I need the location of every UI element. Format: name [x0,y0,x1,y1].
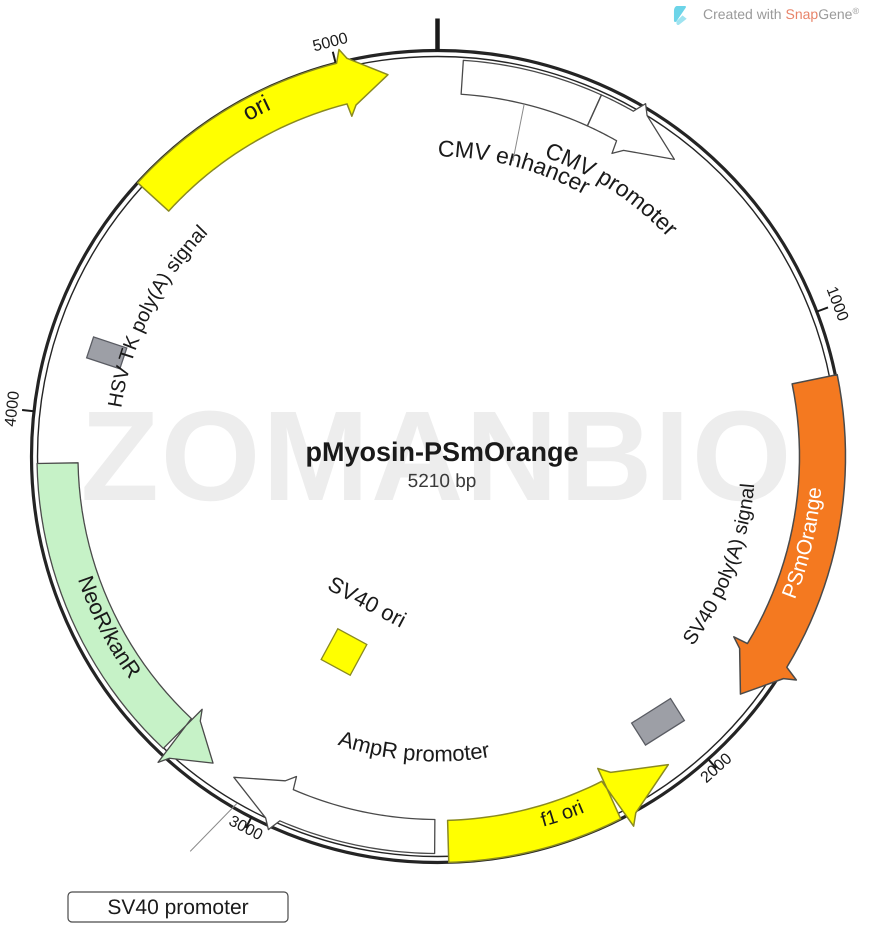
svg-text:SV40 promoter: SV40 promoter [107,896,248,919]
svg-text:Created with SnapGene®: Created with SnapGene® [703,6,859,22]
svg-text:SV40 ori: SV40 ori [324,571,410,632]
svg-text:5210 bp: 5210 bp [408,471,477,492]
svg-text:AmpR promoter: AmpR promoter [336,726,492,767]
svg-text:HSV TK poly(A) signal: HSV TK poly(A) signal [104,221,212,409]
svg-text:1000: 1000 [823,284,852,323]
svg-text:5000: 5000 [311,30,350,55]
svg-text:pMyosin-PSmOrange: pMyosin-PSmOrange [305,437,578,467]
svg-text:3000: 3000 [226,813,266,844]
svg-text:4000: 4000 [2,390,23,427]
